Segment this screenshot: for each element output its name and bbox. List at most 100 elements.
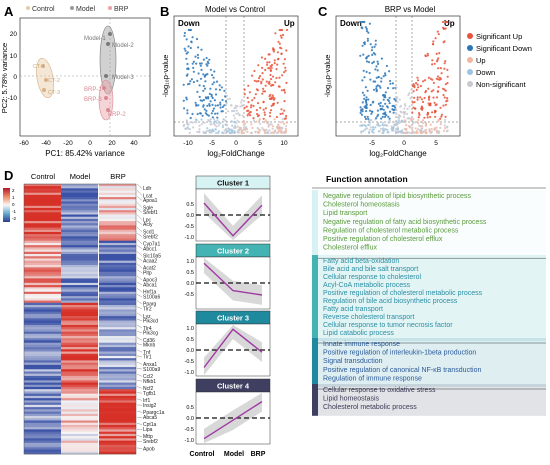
volcano-point bbox=[365, 96, 367, 98]
heatmap-cell bbox=[99, 418, 136, 421]
volcano-point bbox=[392, 109, 394, 111]
volcano-point bbox=[404, 132, 406, 134]
heatmap-cell bbox=[24, 318, 61, 321]
volcano-point bbox=[425, 132, 427, 134]
volcano-point bbox=[272, 128, 274, 130]
cluster-ytick: 0.5 bbox=[186, 405, 194, 411]
gene-label: S100a9 bbox=[143, 367, 160, 373]
volcano-point bbox=[196, 91, 198, 93]
volcano-point bbox=[375, 117, 377, 119]
volcano-point bbox=[361, 79, 363, 81]
volcano-point bbox=[438, 52, 440, 54]
volcano-point bbox=[428, 77, 430, 79]
volcano-point bbox=[215, 93, 217, 95]
volcano-point bbox=[200, 49, 202, 51]
heatmap-cell bbox=[61, 272, 98, 275]
volcano-point bbox=[245, 126, 247, 128]
volcano-point bbox=[389, 102, 391, 104]
heatmap-cell bbox=[61, 380, 98, 383]
volcano-point bbox=[184, 48, 186, 50]
heatmap-cell bbox=[24, 412, 61, 415]
volcano-point bbox=[387, 116, 389, 118]
volcano-point bbox=[268, 82, 270, 84]
volcano-point bbox=[204, 88, 206, 90]
heatmap-cell bbox=[99, 340, 136, 343]
volcano-point bbox=[262, 78, 264, 80]
heatmap-cell bbox=[24, 332, 61, 335]
heatmap-cell bbox=[61, 434, 98, 437]
volcano-point bbox=[213, 70, 215, 72]
volcano-point bbox=[209, 123, 211, 125]
heatmap-cell bbox=[61, 416, 98, 419]
volcano-point bbox=[201, 123, 203, 125]
volcano-point bbox=[241, 99, 243, 101]
heatmap-cell bbox=[61, 336, 98, 339]
volcano-point bbox=[446, 69, 448, 71]
heatmap-cell bbox=[99, 338, 136, 341]
volcano-point bbox=[403, 116, 405, 118]
cluster-title: Cluster 1 bbox=[217, 179, 249, 188]
volcano-point bbox=[364, 124, 366, 126]
volcano-point bbox=[417, 99, 419, 101]
volcano-point bbox=[228, 129, 230, 131]
volcano-point bbox=[285, 130, 287, 132]
volcano-point bbox=[417, 96, 419, 98]
heatmap-cell bbox=[99, 254, 136, 257]
volcano-point bbox=[247, 97, 249, 99]
volcano-point bbox=[268, 53, 270, 55]
function-term: Cholesterol efflux bbox=[323, 245, 377, 252]
volcano-point bbox=[183, 35, 185, 37]
heatmap-cell bbox=[99, 208, 136, 210]
volcano-point bbox=[200, 112, 202, 114]
volcano-point bbox=[208, 59, 210, 61]
volcano-point bbox=[418, 125, 420, 127]
volcano-point bbox=[187, 51, 189, 53]
heatmap-cell bbox=[61, 298, 98, 301]
heatmap-cell bbox=[99, 234, 136, 236]
volcano-point bbox=[219, 122, 221, 124]
volcano-point bbox=[392, 87, 394, 89]
cluster-ytick: 0.0 bbox=[186, 348, 194, 354]
volcano-point bbox=[438, 130, 440, 132]
volcano-point bbox=[221, 86, 223, 88]
volcano-point bbox=[203, 85, 205, 87]
volcano-point bbox=[264, 132, 266, 134]
panel-b-label: B bbox=[160, 4, 169, 19]
heatmap-cell bbox=[61, 420, 98, 423]
volcano-point bbox=[283, 100, 285, 102]
cluster-title: Cluster 4 bbox=[217, 382, 250, 391]
volcano-point bbox=[264, 58, 266, 60]
heatmap-cell bbox=[99, 336, 136, 339]
a-xtick-5: 40 bbox=[130, 140, 138, 147]
heatmap-cell bbox=[99, 325, 136, 328]
heatmap-cell bbox=[24, 303, 61, 306]
cluster-ytick: -0.5 bbox=[185, 427, 194, 433]
volcano-point bbox=[284, 67, 286, 69]
function-term: Lipid transport bbox=[323, 210, 367, 217]
heatmap-cell bbox=[24, 394, 61, 397]
volcano-point bbox=[192, 63, 194, 65]
gene-label: Pik3cd bbox=[143, 319, 158, 325]
volcano-point bbox=[389, 80, 391, 82]
volcano-point bbox=[378, 76, 380, 78]
heatmap-cell bbox=[24, 400, 61, 403]
volcano-point bbox=[219, 104, 221, 106]
volcano-point bbox=[274, 62, 276, 64]
volcano-point bbox=[265, 107, 267, 109]
volcano-point bbox=[367, 98, 369, 100]
volcano-point bbox=[191, 78, 193, 80]
heatmap-cell bbox=[61, 378, 98, 381]
heatmap-cell bbox=[24, 316, 61, 319]
legend-sig-down-marker bbox=[467, 45, 473, 51]
heatmap-cell bbox=[61, 447, 98, 450]
volcano-point bbox=[251, 75, 253, 77]
volcano-point bbox=[424, 130, 426, 132]
volcano-point bbox=[203, 122, 205, 124]
volcano-point bbox=[273, 97, 275, 99]
heatmap-cell bbox=[24, 343, 61, 346]
heatmap-cell bbox=[99, 436, 136, 439]
volcano-point bbox=[278, 77, 280, 79]
volcano-point bbox=[190, 29, 192, 31]
heatmap-cell bbox=[24, 263, 61, 266]
